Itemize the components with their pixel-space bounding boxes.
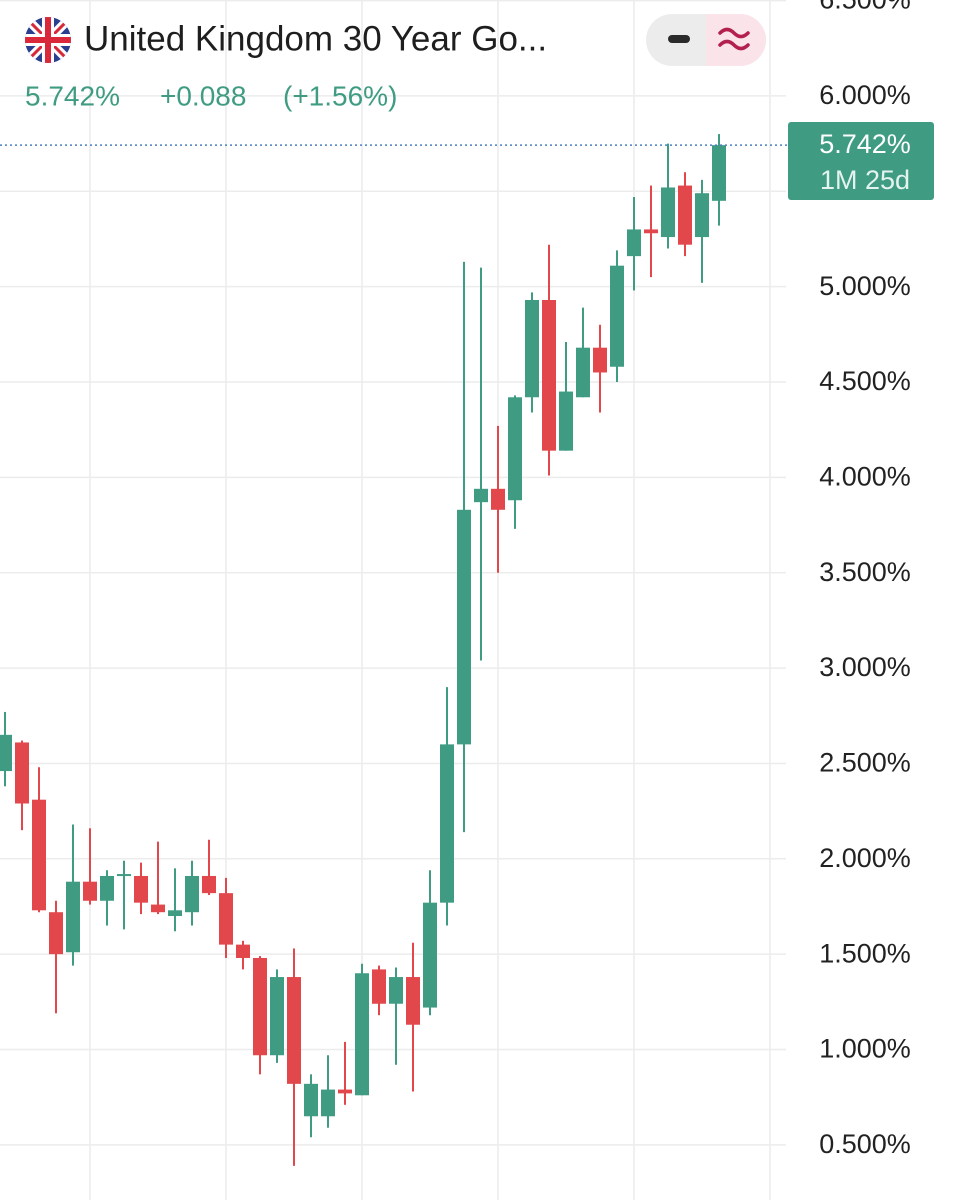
y-tick-label: 5.000% [819, 271, 911, 301]
candle-body [542, 300, 556, 451]
quote-change-percent: (+1.56%) [283, 80, 397, 111]
candle-body [66, 881, 80, 953]
last-price-box [788, 122, 934, 200]
pill-highlight [706, 14, 766, 66]
candle-body [406, 977, 420, 1025]
candle-body [678, 185, 692, 245]
y-tick-label: 3.500% [819, 557, 911, 587]
candle-body [168, 910, 182, 917]
candle-body [525, 300, 539, 398]
chart-title: United Kingdom 30 Year Go... [84, 19, 547, 58]
candles [0, 134, 726, 1166]
y-tick-label: 4.500% [819, 366, 911, 396]
candle-body [134, 875, 148, 903]
candle-body [321, 1089, 335, 1117]
candle-body [695, 193, 709, 238]
y-tick-label: 6.000% [819, 80, 911, 110]
candle-body [627, 229, 641, 257]
y-tick-label: 6.500% [819, 0, 911, 15]
y-tick-label: 1.000% [819, 1034, 911, 1064]
y-tick-label: 2.000% [819, 843, 911, 873]
candle-body [644, 229, 658, 234]
candle-body [474, 488, 488, 503]
y-tick-label: 3.000% [819, 652, 911, 682]
candle-body [355, 973, 369, 1096]
candle-body [491, 488, 505, 510]
candle-body [253, 957, 267, 1056]
candle-body [338, 1089, 352, 1094]
approx-icon[interactable] [718, 27, 750, 51]
candle-body [712, 145, 726, 201]
last-price: 5.742% 1M 25d [788, 122, 934, 200]
candle-body [117, 874, 131, 877]
candle-body [202, 875, 216, 894]
candle-body [83, 881, 97, 901]
quote-change: +0.088 [160, 80, 246, 111]
candle-body [304, 1083, 318, 1117]
header: United Kingdom 30 Year Go... 5.742% +0.0… [25, 14, 766, 111]
candle-body [236, 944, 250, 958]
grid [0, 0, 786, 1200]
candle-body [32, 799, 46, 911]
candle-body [372, 969, 386, 1004]
candle-body [457, 509, 471, 745]
candle-body [270, 977, 284, 1056]
candle-body [0, 734, 12, 772]
candle-body [508, 397, 522, 501]
y-tick-label: 4.000% [819, 461, 911, 491]
candle-body [287, 977, 301, 1084]
minus-icon[interactable] [668, 35, 690, 43]
candle-body [576, 347, 590, 398]
quote-price: 5.742% [25, 80, 120, 111]
last-price-label: 5.742% [819, 129, 911, 159]
candle-body [15, 742, 29, 804]
candle-body [389, 977, 403, 1004]
candle-body [440, 744, 454, 903]
toolbar-pill[interactable] [646, 14, 766, 66]
candle-body [49, 912, 63, 955]
candle-body [610, 265, 624, 367]
candle-body [661, 187, 675, 238]
candle-body [100, 875, 114, 901]
candle-body [219, 893, 233, 945]
y-tick-label: 1.500% [819, 938, 911, 968]
countdown: 1M 25d [820, 165, 910, 195]
candle-body [185, 875, 199, 913]
candle-body [593, 347, 607, 373]
uk-flag-icon [25, 17, 71, 63]
y-tick-label: 0.500% [819, 1129, 911, 1159]
candle-body [559, 391, 573, 451]
candle-body [423, 902, 437, 1008]
y-tick-label: 2.500% [819, 748, 911, 778]
candle-body [151, 904, 165, 913]
